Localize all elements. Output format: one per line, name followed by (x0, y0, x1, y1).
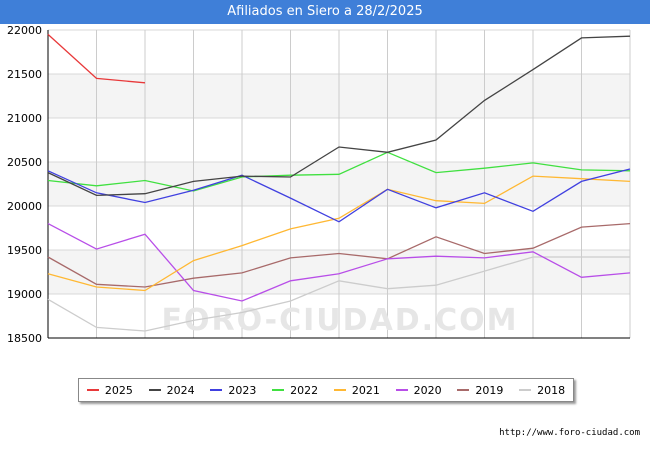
legend-label: 2022 (290, 383, 319, 397)
legend-swatch (333, 389, 346, 391)
series-line-2020 (47, 223, 631, 302)
legend-item-2022: 2022 (272, 384, 318, 397)
series-line-2021 (47, 175, 631, 292)
legend-item-2018: 2018 (519, 384, 565, 397)
legend-label: 2019 (475, 383, 504, 397)
y-tick-label: 19500 (7, 244, 42, 257)
legend-item-2020: 2020 (395, 383, 442, 397)
watermark: FORO-CIUDAD.COM (162, 303, 519, 338)
line-chart: 18500 19000 19500 20000 20500 21000 21500 22000… (7, 24, 631, 344)
series-line-2022 (47, 151, 631, 192)
legend-label: 2018 (537, 383, 566, 397)
y-tick-label: 21500 (7, 68, 42, 81)
legend-swatch (148, 389, 161, 391)
legend-item-2024: 2024 (148, 383, 195, 397)
legend-swatch (210, 389, 223, 391)
chart-legend: 2025 2024 2023 2022 2021 2020 2019 2018 (78, 378, 574, 402)
legend-swatch (519, 389, 532, 391)
series-line-2019 (47, 222, 631, 288)
legend-swatch (457, 389, 470, 391)
series-line-2025 (47, 33, 146, 84)
y-tick-label: 20000 (7, 200, 42, 213)
legend-label: 2023 (228, 383, 257, 397)
legend-label: 2024 (166, 383, 195, 397)
series-line-2018 (47, 256, 630, 332)
legend-swatch (395, 389, 408, 391)
legend-item-2023: 2023 (210, 384, 256, 397)
legend-label: 2025 (104, 383, 133, 397)
y-tick-label: 21000 (7, 112, 42, 125)
y-tick-label: 18500 (7, 332, 42, 344)
series-line-2023 (47, 168, 631, 223)
y-tick-label: 19000 (7, 288, 42, 301)
legend-item-2019: 2019 (457, 384, 503, 397)
legend-label: 2021 (351, 383, 380, 397)
legend-item-2021: 2021 (333, 383, 380, 397)
chart-title: Afiliados en Siero a 28/2/2025 (0, 0, 650, 24)
legend-swatch (272, 389, 285, 391)
legend-item-2025: 2025 (86, 383, 133, 397)
legend-swatch (86, 389, 99, 391)
y-tick-label: 20500 (7, 156, 42, 169)
y-tick-label: 22000 (7, 24, 42, 37)
legend-label: 2020 (413, 383, 442, 397)
source-url: http://www.foro-ciudad.com (499, 428, 640, 438)
series-line-2024 (47, 35, 631, 197)
